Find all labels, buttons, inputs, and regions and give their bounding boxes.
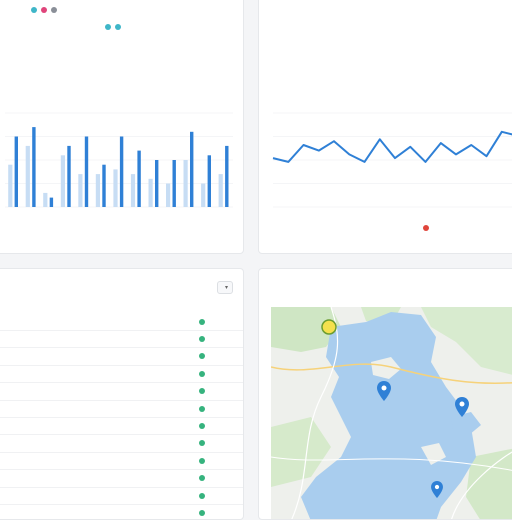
- line-chart-card: [258, 0, 512, 254]
- list-item[interactable]: [0, 417, 243, 436]
- status-dot-icon: [199, 509, 205, 516]
- bar: [8, 164, 13, 207]
- legend-swatch: [423, 225, 429, 231]
- list-item[interactable]: [0, 470, 243, 488]
- legend-swatch: [115, 24, 121, 30]
- line-chart-legend: [423, 225, 433, 231]
- legend-swatch: [31, 7, 37, 13]
- bar: [218, 174, 223, 207]
- map-pin-icon[interactable]: [431, 481, 443, 503]
- status-dot-icon: [199, 353, 205, 360]
- status-dot-icon: [199, 370, 205, 377]
- bar: [14, 136, 18, 207]
- list-item[interactable]: [0, 452, 243, 471]
- bar: [148, 178, 153, 207]
- list-item[interactable]: [0, 330, 243, 349]
- status-dot-icon: [199, 457, 205, 464]
- map-card: [258, 268, 512, 520]
- bar: [155, 160, 159, 207]
- bar: [102, 164, 106, 207]
- legend-swatch: [41, 7, 47, 13]
- map-canvas: [271, 307, 512, 519]
- bar-chart-legend: [31, 7, 61, 13]
- bar-chart-legend-secondary: [105, 24, 121, 30]
- bar: [84, 136, 89, 207]
- list-item[interactable]: [0, 400, 243, 418]
- status-dot-icon: [199, 492, 205, 499]
- bar: [25, 145, 30, 207]
- status-dot-icon: [199, 405, 205, 412]
- bar: [225, 145, 229, 207]
- map-pin-icon[interactable]: [455, 397, 469, 422]
- status-dot-icon: [199, 440, 205, 447]
- bar: [166, 183, 171, 207]
- list-card: ▾: [0, 268, 244, 520]
- bar: [137, 150, 141, 207]
- bar: [119, 136, 124, 207]
- list-item[interactable]: [0, 313, 243, 331]
- bar: [49, 197, 54, 207]
- status-dot-icon: [199, 335, 205, 342]
- list-item[interactable]: [0, 504, 243, 519]
- list-item[interactable]: [0, 435, 243, 453]
- bar: [78, 174, 83, 207]
- legend-swatch: [105, 24, 111, 30]
- map-view[interactable]: [271, 307, 512, 519]
- line-series: [272, 130, 512, 163]
- bar-chart: [5, 112, 233, 208]
- list-item[interactable]: [0, 365, 243, 384]
- bar: [130, 174, 136, 207]
- bar-chart-card: [0, 0, 244, 254]
- bar: [190, 131, 194, 207]
- filter-dropdown[interactable]: ▾: [216, 281, 233, 294]
- bar: [32, 127, 36, 207]
- status-dot-icon: [199, 388, 205, 395]
- status-dot-icon: [199, 318, 205, 325]
- bar: [207, 155, 211, 207]
- bar: [60, 155, 65, 207]
- bar: [43, 192, 48, 207]
- status-dot-icon: [199, 422, 205, 429]
- bar: [183, 160, 188, 207]
- legend-swatch: [51, 7, 57, 13]
- bar: [172, 160, 176, 207]
- line-chart: [272, 112, 512, 208]
- status-dot-icon: [199, 475, 205, 482]
- list-item[interactable]: [0, 348, 243, 366]
- map-pin-icon[interactable]: [377, 381, 391, 406]
- bar: [67, 145, 71, 207]
- map-pin-icon[interactable]: [321, 319, 337, 344]
- list-item[interactable]: [0, 487, 243, 505]
- bar: [95, 174, 100, 207]
- bar: [113, 169, 118, 207]
- chevron-down-icon: ▾: [224, 285, 228, 291]
- list-item[interactable]: [0, 383, 243, 401]
- bar: [201, 183, 206, 207]
